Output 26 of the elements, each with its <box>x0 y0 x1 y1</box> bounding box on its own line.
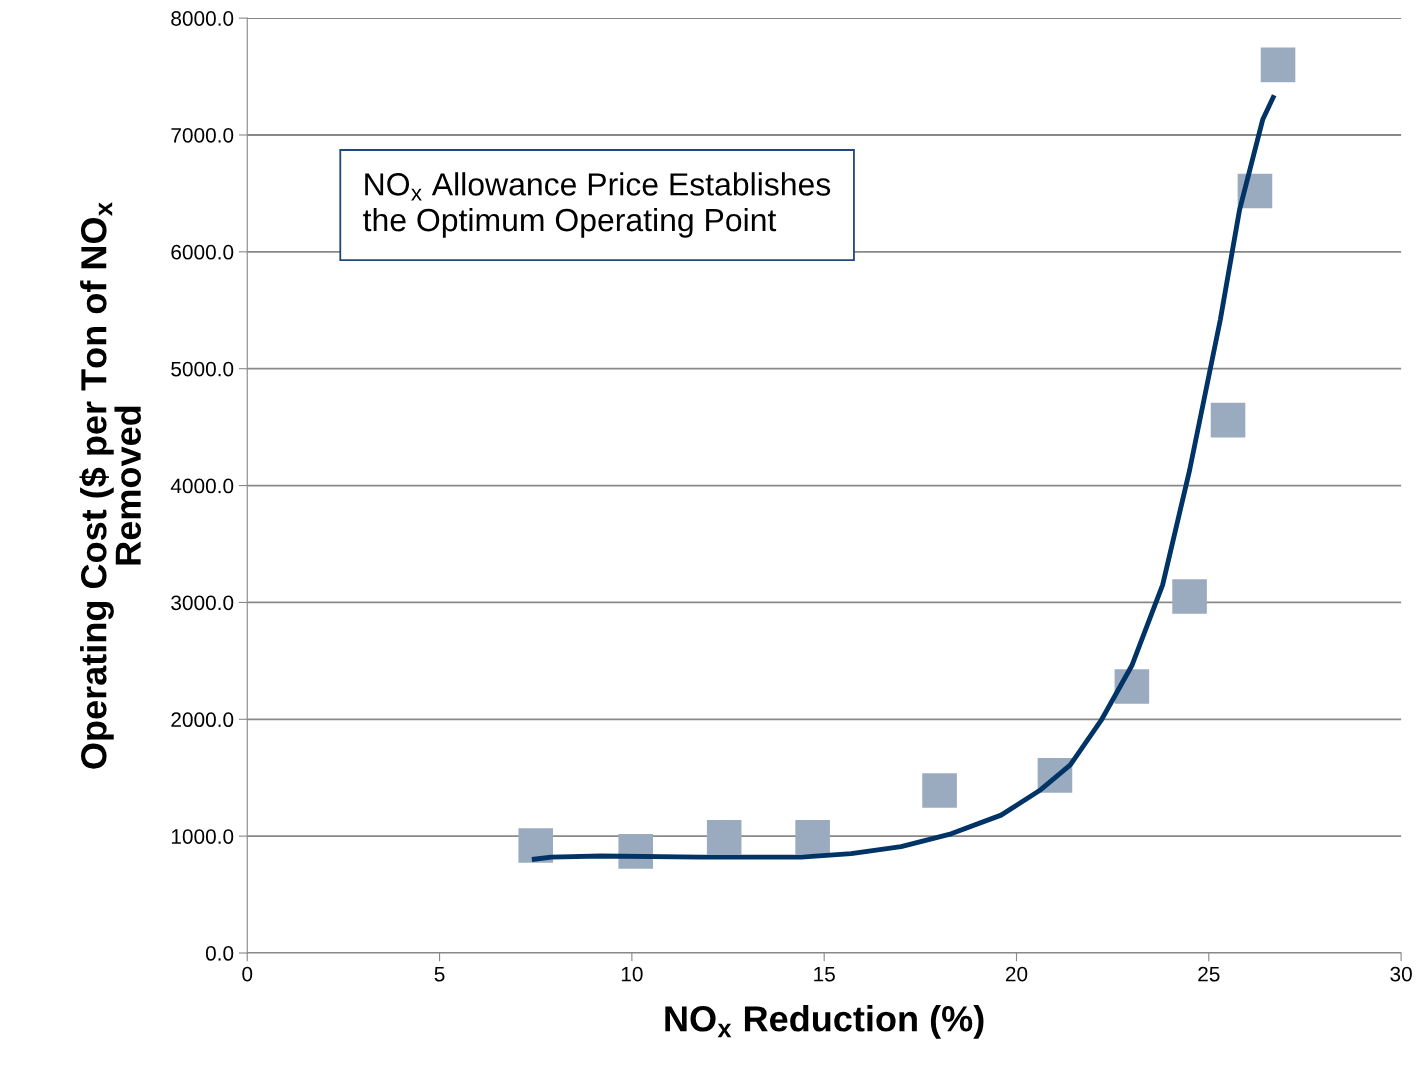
point <box>1260 47 1296 83</box>
y-tick-label: 7000.0 <box>171 127 234 143</box>
y-tick-label: 2000.0 <box>171 712 234 728</box>
y-tick-label: 6000.0 <box>171 244 234 260</box>
point <box>1210 402 1246 438</box>
x-tick-label: 30 <box>1390 966 1412 982</box>
y-tick-label: 4000.0 <box>170 478 234 494</box>
x-tick-label: 5 <box>434 966 445 982</box>
point <box>1172 579 1207 614</box>
point <box>922 773 957 808</box>
x-tick-label: 20 <box>1005 966 1028 982</box>
y-tick-label: 0.0 <box>205 946 234 961</box>
text: Operating Cost ($ per Ton of NO$_{x}$ Removed <box>79 202 141 769</box>
y-tick-label: 3000.0 <box>171 595 234 611</box>
x-axis-title: NO$_{x}$ Reduction (%) <box>665 1005 984 1039</box>
x-tick-label: 25 <box>1198 966 1220 982</box>
y-tick-label: 5000.0 <box>171 361 234 377</box>
x-tick-label: 10 <box>621 966 643 982</box>
y-tick-label: 1000.0 <box>171 829 234 844</box>
point <box>795 820 830 855</box>
point <box>706 820 742 855</box>
x-tick-label: 0 <box>242 966 253 982</box>
annotation: NO$_{x}$ Allowance Price Establishes the Optimum Operating Point <box>363 172 831 238</box>
point <box>518 828 554 863</box>
x-tick-label: 15 <box>814 966 835 982</box>
y-tick-label: 8000.0 <box>171 11 234 26</box>
